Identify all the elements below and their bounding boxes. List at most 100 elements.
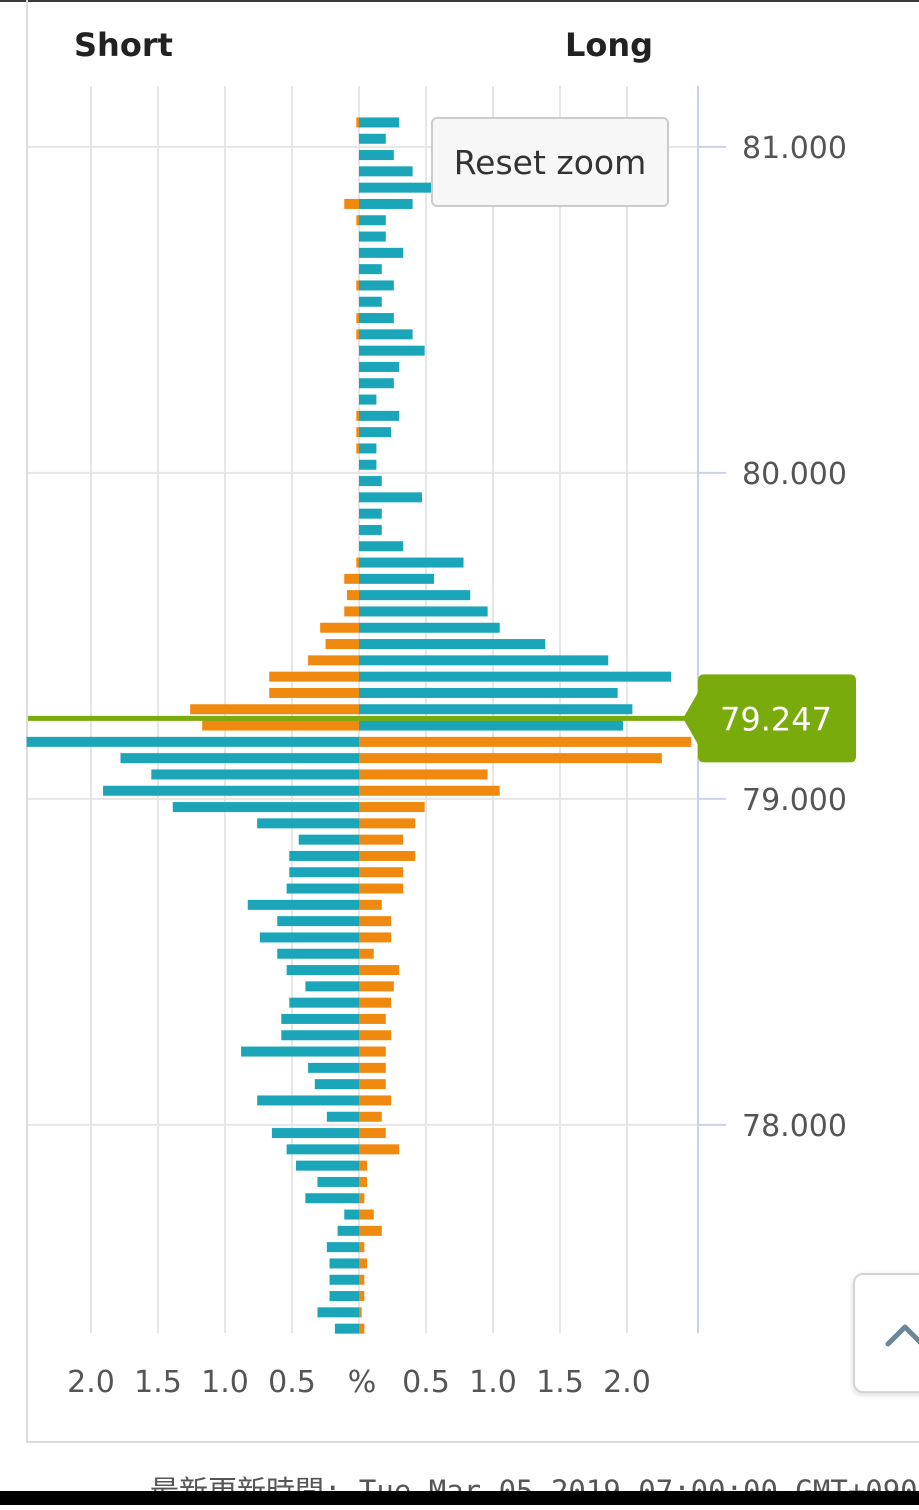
- long-label: Long: [565, 26, 653, 64]
- bar-position-short: [286, 1144, 359, 1155]
- bar-order-short: [356, 313, 359, 324]
- price-tick-label: 78.000: [742, 1109, 847, 1144]
- bar-order-long: [359, 899, 382, 910]
- bar-order-long: [359, 981, 394, 992]
- scroll-to-top-button[interactable]: [853, 1273, 919, 1393]
- bar-order-long: [359, 1030, 392, 1041]
- bar-order-short: [344, 606, 359, 617]
- bar-position-short: [326, 1242, 359, 1253]
- bar-position-long: [359, 476, 382, 487]
- bar-position-long: [359, 166, 413, 177]
- bar-position-long: [359, 557, 464, 568]
- bar-order-long: [359, 1323, 365, 1334]
- bar-position-long: [359, 361, 400, 372]
- bar-order-long: [359, 736, 692, 747]
- price-tick-label: 81.000: [742, 131, 847, 166]
- bar-order-short: [356, 329, 359, 340]
- bar-position-short: [281, 1030, 359, 1041]
- bar-order-long: [359, 802, 425, 813]
- bar-position-long: [359, 345, 425, 356]
- bar-order-short: [269, 687, 359, 698]
- bar-position-short: [26, 736, 360, 747]
- bar-order-long: [359, 1144, 400, 1155]
- bar-order-long: [359, 1242, 365, 1253]
- top-divider: [0, 0, 919, 2]
- bar-position-short: [289, 997, 359, 1008]
- x-tick-label-short: 1.5: [134, 1365, 182, 1400]
- bottom-bar: [0, 1491, 919, 1505]
- x-tick-label-short: 1.0: [201, 1365, 249, 1400]
- bar-position-short: [334, 1323, 359, 1334]
- bar-position-short: [308, 1062, 359, 1073]
- bar-order-long: [359, 1258, 368, 1269]
- bar-order-short: [202, 720, 359, 731]
- bar-order-short: [356, 427, 359, 438]
- bar-order-long: [359, 1291, 365, 1302]
- bar-order-short: [344, 573, 359, 584]
- bar-position-long: [359, 329, 413, 340]
- bar-position-short: [247, 899, 359, 910]
- bar-position-long: [359, 280, 394, 291]
- x-tick-label-long: 1.5: [536, 1365, 584, 1400]
- bar-order-long: [359, 867, 404, 878]
- reset-zoom-button[interactable]: Reset zoom: [431, 117, 669, 207]
- x-axis-ticks: 2.0 1.5 1.0 0.5% 0.5 1.0 1.5 2.0: [67, 1365, 651, 1400]
- bar-position-long: [359, 720, 623, 731]
- bar-position-short: [172, 802, 359, 813]
- short-label: Short: [74, 26, 173, 64]
- bar-order-short: [356, 280, 359, 291]
- bar-position-short: [317, 1307, 359, 1318]
- bar-position-short: [305, 1193, 359, 1204]
- bar-position-short: [296, 1160, 359, 1171]
- bar-order-long: [359, 965, 400, 976]
- bar-position-long: [359, 410, 400, 421]
- price-tick-label: 79.000: [742, 783, 847, 818]
- bar-position-short: [314, 1079, 359, 1090]
- bar-position-long: [359, 247, 404, 258]
- bar-position-short: [286, 965, 359, 976]
- bar-position-short: [289, 850, 359, 861]
- current-price-flag: 79.247: [683, 674, 856, 763]
- current-price-label: 79.247: [720, 700, 832, 738]
- bar-order-short: [320, 622, 359, 633]
- bar-order-long: [359, 769, 488, 780]
- bar-order-long: [359, 932, 392, 943]
- bar-position-short: [281, 1013, 359, 1024]
- bar-order-short: [356, 557, 359, 568]
- bar-position-long: [359, 215, 386, 226]
- bar-position-long: [359, 639, 546, 650]
- bar-position-long: [359, 704, 633, 715]
- bar-order-long: [359, 1111, 382, 1122]
- bar-order-long: [359, 753, 662, 764]
- bar-position-long: [359, 443, 377, 454]
- bar-order-long: [359, 1307, 362, 1318]
- bar-position-long: [359, 573, 435, 584]
- bar-position-long: [359, 687, 618, 698]
- bar-position-short: [329, 1291, 359, 1302]
- bar-position-long: [359, 296, 382, 307]
- bar-position-short: [257, 818, 359, 829]
- bar-order-long: [359, 834, 404, 845]
- bar-position-long: [359, 133, 386, 144]
- bar-position-long: [359, 590, 471, 601]
- bar-position-long: [359, 264, 382, 275]
- bar-position-short: [289, 867, 359, 878]
- bar-order-short: [344, 198, 359, 209]
- bar-position-short: [337, 1225, 359, 1236]
- bar-position-short: [329, 1258, 359, 1269]
- bar-position-long: [359, 655, 609, 666]
- bar-position-short: [344, 1209, 359, 1220]
- current-price-flag-shape: [683, 674, 856, 763]
- bar-position-short: [103, 785, 359, 796]
- bar-position-long: [359, 313, 394, 324]
- bar-position-long: [359, 394, 377, 405]
- bar-order-long: [359, 785, 500, 796]
- bar-position-short: [286, 883, 359, 894]
- price-tick-label: 80.000: [742, 457, 847, 492]
- bar-position-long: [359, 459, 377, 470]
- bar-order-short: [356, 215, 359, 226]
- bar-position-short: [329, 1274, 359, 1285]
- chart-frame: [26, 0, 919, 1443]
- bar-order-long: [359, 850, 416, 861]
